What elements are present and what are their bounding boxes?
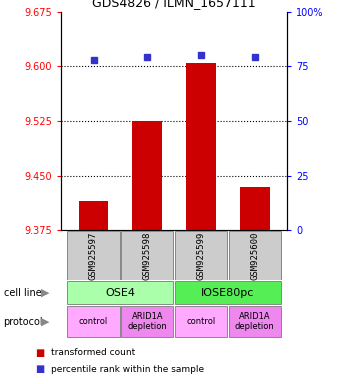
Text: GSM925598: GSM925598 [143,231,152,280]
Bar [68,231,120,280]
Text: control: control [186,317,216,326]
Bar [240,187,270,230]
Bar [175,281,281,304]
Text: ▶: ▶ [41,288,50,298]
Bar [68,306,120,337]
Bar [79,201,108,230]
Text: cell line: cell line [4,288,41,298]
Bar [121,231,173,280]
Text: GSM925597: GSM925597 [89,231,98,280]
Text: GSM925599: GSM925599 [196,231,205,280]
Text: protocol: protocol [4,316,43,327]
Text: ARID1A
depletion: ARID1A depletion [127,312,167,331]
Text: ■: ■ [35,348,44,358]
Bar [229,231,281,280]
Text: IOSE80pc: IOSE80pc [201,288,254,298]
Text: GSM925600: GSM925600 [250,231,259,280]
Bar [186,63,216,230]
Text: transformed count: transformed count [51,348,135,357]
Text: percentile rank within the sample: percentile rank within the sample [51,365,204,374]
Text: control: control [79,317,108,326]
Bar [175,231,227,280]
Bar [121,306,173,337]
Text: OSE4: OSE4 [105,288,135,298]
Title: GDS4826 / ILMN_1657111: GDS4826 / ILMN_1657111 [92,0,256,9]
Text: ■: ■ [35,364,44,374]
Bar [132,121,162,230]
Text: ARID1A
depletion: ARID1A depletion [235,312,275,331]
Bar [68,281,173,304]
Bar [229,306,281,337]
Bar [175,306,227,337]
Text: ▶: ▶ [41,316,50,327]
